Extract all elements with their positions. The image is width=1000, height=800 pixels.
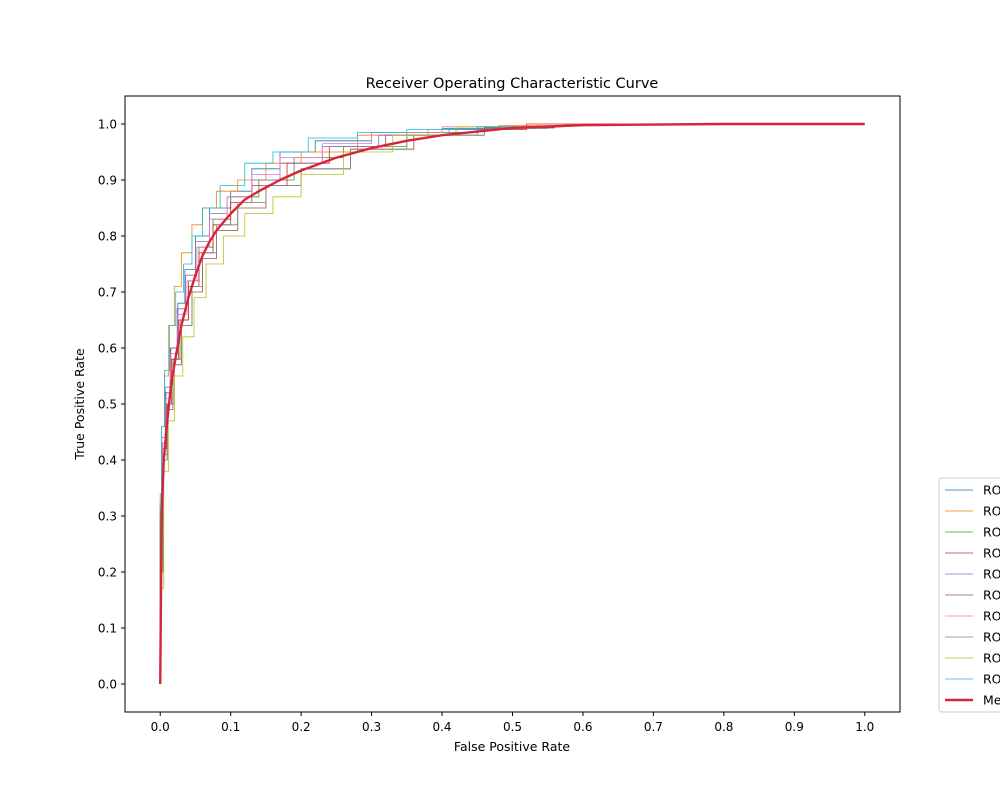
roc-fold-line-10 [159,126,548,684]
chart-title: Receiver Operating Characteristic Curve [366,76,659,92]
x-tick-label: 0.1 [221,720,240,734]
y-tick-label: 0.4 [98,454,117,468]
legend-label: RO [983,651,1000,666]
x-tick-label: 0.5 [503,720,522,734]
x-tick-label: 0.2 [292,720,311,734]
legend: RO RO RO RO RO RO RO RO RO RO Me [938,477,1000,713]
legend-label: Me [983,693,1000,708]
y-tick-label: 0.2 [98,566,117,580]
x-tick-label: 0.8 [714,720,733,734]
x-axis: 0.0 0.1 0.2 0.3 0.4 0.5 0.6 0.7 0.8 0.9 1.0 [151,712,874,734]
legend-label: RO [983,672,1000,687]
mean-roc-line [159,122,865,685]
x-axis-label: False Positive Rate [454,739,570,754]
legend-label: RO [983,588,1000,603]
y-tick-label: 1.0 [98,118,117,132]
legend-label: RO [983,567,1000,582]
y-axis: 0.0 0.1 0.2 0.3 0.4 0.5 0.6 0.7 0.8 0.9 1.0 [98,118,125,692]
y-tick-label: 0.5 [98,398,117,412]
y-tick-label: 0.0 [98,678,117,692]
x-tick-label: 1.0 [855,720,874,734]
legend-label: RO [983,609,1000,624]
y-tick-label: 0.7 [98,286,117,300]
y-tick-label: 0.6 [98,342,117,356]
x-tick-label: 0.4 [432,720,451,734]
y-tick-label: 0.3 [98,510,117,524]
x-tick-label: 0.9 [785,720,804,734]
y-tick-label: 0.1 [98,622,117,636]
x-tick-label: 0.3 [362,720,381,734]
x-tick-label: 0.7 [644,720,663,734]
x-tick-label: 0.0 [151,720,170,734]
legend-label: RO [983,546,1000,561]
roc-fold-line-7 [159,126,513,684]
legend-label: RO [983,504,1000,519]
y-tick-label: 0.8 [98,230,117,244]
x-tick-label: 0.6 [573,720,592,734]
legend-label: RO [983,630,1000,645]
legend-label: RO [983,483,1000,498]
legend-label: RO [983,525,1000,540]
series-layer [159,122,865,685]
y-tick-label: 0.9 [98,174,117,188]
y-axis-label: True Positive Rate [72,348,87,461]
